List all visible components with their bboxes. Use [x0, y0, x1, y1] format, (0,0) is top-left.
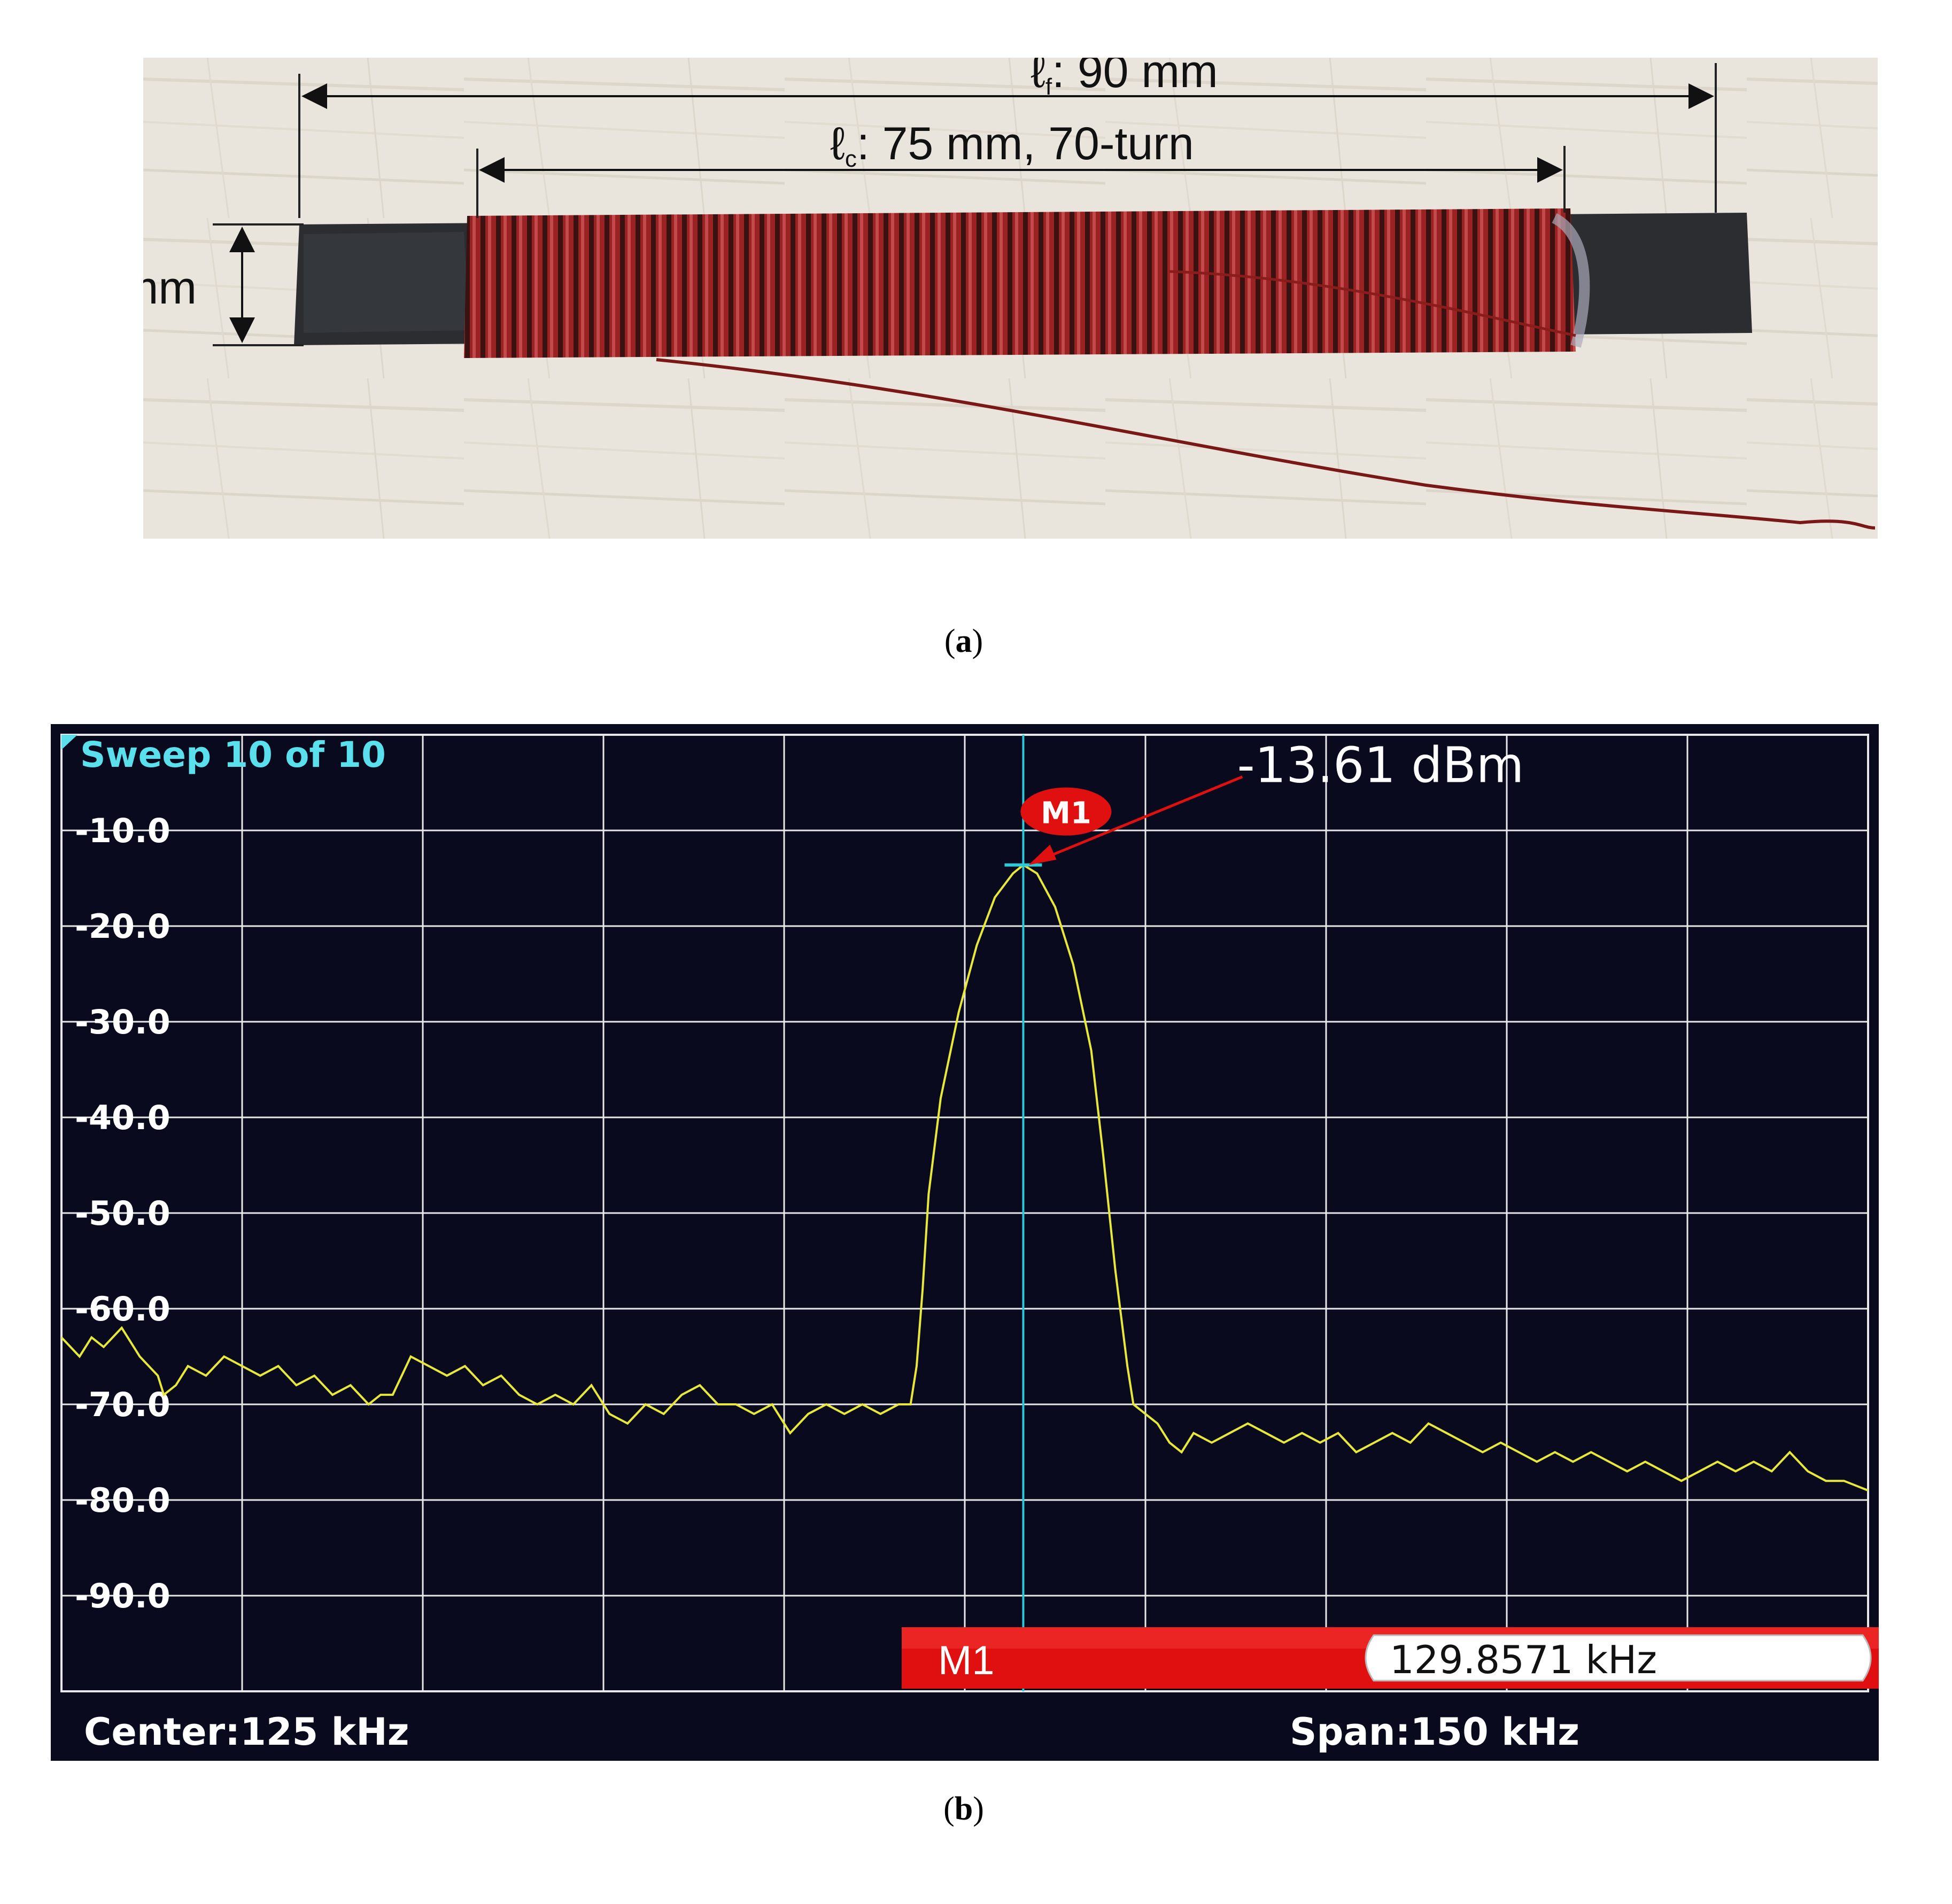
span-label: Span:150 kHz [1290, 1710, 1579, 1754]
y-tick-label: -50.0 [75, 1194, 171, 1233]
ferrite-highlight [304, 232, 469, 333]
y-tick-label: -30.0 [75, 1002, 171, 1042]
y-tick-label: -60.0 [75, 1289, 171, 1328]
photo-svg: ℓf: 90 mm ℓc: 75 mm, 70-turn 7 mm [82, 46, 1878, 539]
y-tick-label: -90.0 [75, 1576, 171, 1615]
marker-group: M1 -13.61 dBm [1004, 737, 1524, 867]
peak-annotation-label: -13.61 dBm [1237, 737, 1524, 794]
marker-badge-label: M1 [1041, 796, 1091, 831]
y-tick-labels: -10.0 -20.0 -30.0 -40.0 -50.0 -60.0 -70.0 -80.0… [75, 811, 171, 1615]
peak-annotation-arrowhead [1028, 844, 1057, 865]
marker-readout-name: M1 [938, 1638, 995, 1683]
spectrum-trace [60, 864, 1869, 1491]
spectrum-analyzer-display: -10.0 -20.0 -30.0 -40.0 -50.0 -60.0 -70.0 -80.0… [51, 724, 1879, 1761]
marker-frequency-box [1365, 1634, 1872, 1682]
marker-frequency-value: 129.8571 kHz [1390, 1637, 1657, 1682]
center-frequency-label: Center:125 kHz [84, 1710, 409, 1754]
sweep-label: Sweep 10 of 10 [80, 734, 386, 775]
caption-a: (a) [944, 623, 983, 659]
ferrite-rod-photo: ℓf: 90 mm ℓc: 75 mm, 70-turn 7 mm [82, 46, 1878, 539]
marker-badge [1020, 787, 1112, 836]
coil-length-label: ℓc: 75 mm, 70-turn [830, 118, 1194, 172]
glue-blob [1552, 213, 1590, 348]
wire-lead-1 [656, 358, 1876, 530]
peak-annotation-arrow [1032, 775, 1243, 864]
y-tick-label: -10.0 [75, 811, 171, 850]
caption-b: (b) [943, 1791, 984, 1827]
spectrum-svg: -10.0 -20.0 -30.0 -40.0 -50.0 -60.0 -70.0 -80.0… [51, 724, 1879, 1761]
y-tick-label: -80.0 [75, 1481, 171, 1520]
copper-coil [464, 208, 1576, 358]
y-tick-label: -20.0 [75, 907, 171, 946]
width-label: 7 mm [143, 262, 197, 314]
grid [60, 734, 1869, 1692]
ferrite-length-label: ℓf: 90 mm [1031, 58, 1218, 100]
y-tick-label: -40.0 [75, 1098, 171, 1137]
sweep-corner-icon [61, 735, 78, 750]
wire-lead-2 [1169, 270, 1576, 337]
y-tick-label: -70.0 [75, 1385, 171, 1424]
